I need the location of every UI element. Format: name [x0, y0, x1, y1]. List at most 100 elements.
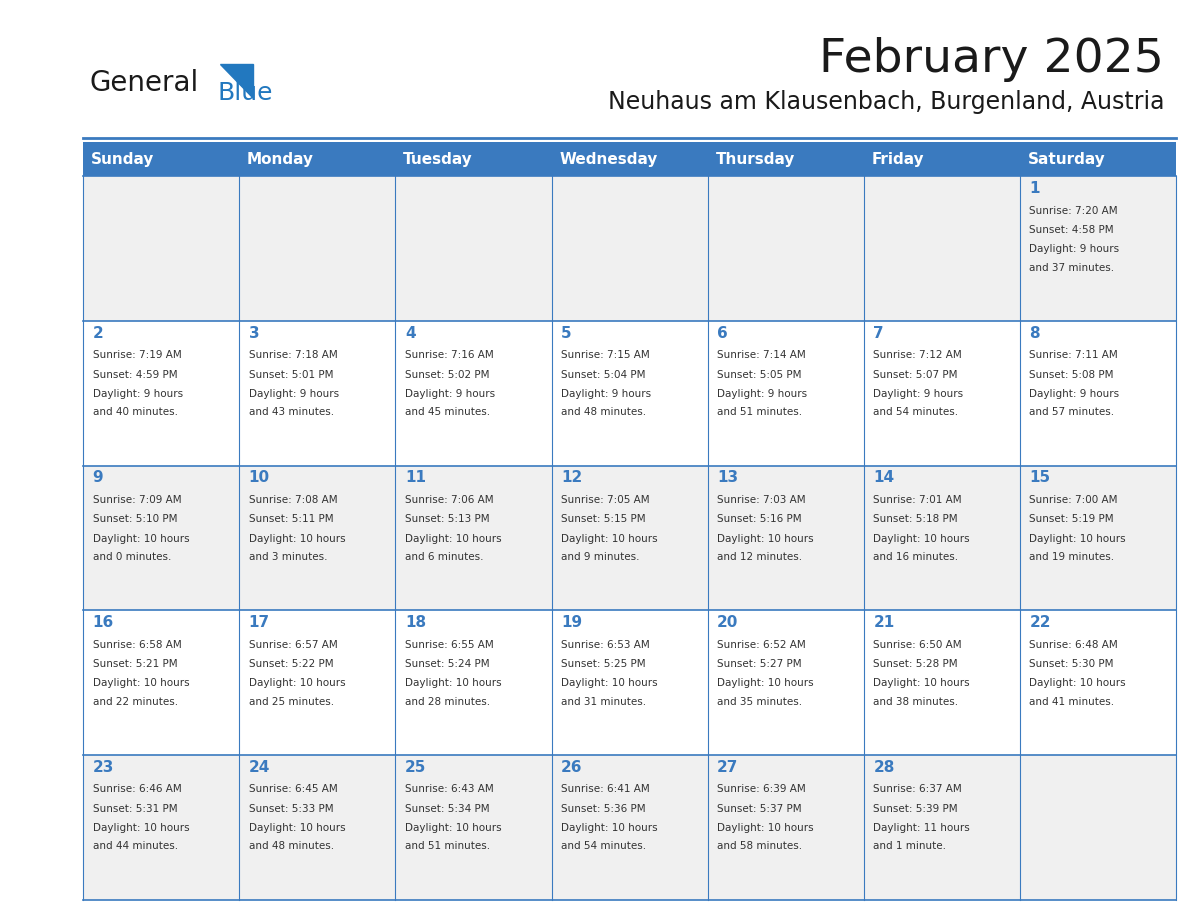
Text: General: General [89, 69, 198, 97]
Text: Sunrise: 7:14 AM: Sunrise: 7:14 AM [718, 351, 805, 360]
Text: Sunrise: 6:50 AM: Sunrise: 6:50 AM [873, 640, 962, 650]
Text: 13: 13 [718, 470, 738, 486]
FancyBboxPatch shape [864, 465, 1020, 610]
Text: Daylight: 10 hours: Daylight: 10 hours [873, 533, 969, 543]
Text: Sunrise: 7:19 AM: Sunrise: 7:19 AM [93, 351, 182, 360]
Text: 19: 19 [561, 615, 582, 630]
Text: 5: 5 [561, 326, 571, 341]
Text: Saturday: Saturday [1028, 151, 1106, 167]
Text: Sunset: 5:22 PM: Sunset: 5:22 PM [248, 659, 334, 669]
Text: Daylight: 9 hours: Daylight: 9 hours [718, 389, 808, 398]
Text: and 0 minutes.: and 0 minutes. [93, 552, 171, 562]
Text: Sunset: 5:30 PM: Sunset: 5:30 PM [1030, 659, 1114, 669]
Text: and 25 minutes.: and 25 minutes. [248, 697, 334, 707]
Text: Daylight: 9 hours: Daylight: 9 hours [1030, 244, 1119, 254]
Text: and 19 minutes.: and 19 minutes. [1030, 552, 1114, 562]
Text: 21: 21 [873, 615, 895, 630]
Text: Sunrise: 6:45 AM: Sunrise: 6:45 AM [248, 784, 337, 794]
FancyBboxPatch shape [396, 465, 551, 610]
FancyBboxPatch shape [83, 321, 239, 465]
Text: and 54 minutes.: and 54 minutes. [561, 841, 646, 851]
Text: 20: 20 [718, 615, 739, 630]
Text: 18: 18 [405, 615, 426, 630]
Text: and 9 minutes.: and 9 minutes. [561, 552, 639, 562]
Text: Sunset: 4:59 PM: Sunset: 4:59 PM [93, 370, 177, 379]
Text: Daylight: 9 hours: Daylight: 9 hours [561, 389, 651, 398]
Text: 27: 27 [718, 759, 739, 775]
Text: 11: 11 [405, 470, 426, 486]
Text: and 37 minutes.: and 37 minutes. [1030, 263, 1114, 273]
FancyBboxPatch shape [396, 142, 551, 176]
FancyBboxPatch shape [708, 610, 864, 755]
Text: Sunset: 5:07 PM: Sunset: 5:07 PM [873, 370, 958, 379]
Text: 6: 6 [718, 326, 728, 341]
Text: Daylight: 10 hours: Daylight: 10 hours [561, 678, 658, 688]
Text: Daylight: 9 hours: Daylight: 9 hours [873, 389, 963, 398]
Text: and 43 minutes.: and 43 minutes. [248, 408, 334, 417]
Text: Sunset: 5:27 PM: Sunset: 5:27 PM [718, 659, 802, 669]
Text: 23: 23 [93, 759, 114, 775]
Text: Sunrise: 6:58 AM: Sunrise: 6:58 AM [93, 640, 182, 650]
Text: Sunset: 5:36 PM: Sunset: 5:36 PM [561, 803, 646, 813]
FancyBboxPatch shape [1020, 755, 1176, 900]
FancyBboxPatch shape [551, 610, 708, 755]
Text: Sunrise: 6:46 AM: Sunrise: 6:46 AM [93, 784, 182, 794]
Text: Daylight: 9 hours: Daylight: 9 hours [93, 389, 183, 398]
FancyBboxPatch shape [708, 321, 864, 465]
Text: Sunset: 5:04 PM: Sunset: 5:04 PM [561, 370, 645, 379]
FancyBboxPatch shape [396, 176, 551, 321]
Text: Sunrise: 7:00 AM: Sunrise: 7:00 AM [1030, 495, 1118, 505]
FancyBboxPatch shape [551, 755, 708, 900]
Text: Sunset: 5:18 PM: Sunset: 5:18 PM [873, 514, 958, 524]
Text: Sunrise: 7:18 AM: Sunrise: 7:18 AM [248, 351, 337, 360]
Text: Sunrise: 7:12 AM: Sunrise: 7:12 AM [873, 351, 962, 360]
Text: Sunrise: 7:09 AM: Sunrise: 7:09 AM [93, 495, 182, 505]
Text: and 44 minutes.: and 44 minutes. [93, 841, 178, 851]
Text: 24: 24 [248, 759, 270, 775]
Text: and 48 minutes.: and 48 minutes. [561, 408, 646, 417]
Text: Sunset: 5:25 PM: Sunset: 5:25 PM [561, 659, 646, 669]
Text: Daylight: 10 hours: Daylight: 10 hours [405, 533, 501, 543]
Text: Sunrise: 6:43 AM: Sunrise: 6:43 AM [405, 784, 494, 794]
FancyBboxPatch shape [1020, 321, 1176, 465]
FancyBboxPatch shape [239, 142, 396, 176]
Text: 26: 26 [561, 759, 582, 775]
Text: 9: 9 [93, 470, 103, 486]
Text: and 22 minutes.: and 22 minutes. [93, 697, 178, 707]
Text: and 6 minutes.: and 6 minutes. [405, 552, 484, 562]
Text: Sunrise: 7:08 AM: Sunrise: 7:08 AM [248, 495, 337, 505]
Text: Sunset: 5:01 PM: Sunset: 5:01 PM [248, 370, 334, 379]
Text: and 38 minutes.: and 38 minutes. [873, 697, 959, 707]
Text: Daylight: 10 hours: Daylight: 10 hours [405, 678, 501, 688]
Text: and 28 minutes.: and 28 minutes. [405, 697, 491, 707]
Text: and 40 minutes.: and 40 minutes. [93, 408, 178, 417]
Text: Sunset: 5:28 PM: Sunset: 5:28 PM [873, 659, 958, 669]
Text: 14: 14 [873, 470, 895, 486]
FancyBboxPatch shape [864, 755, 1020, 900]
Text: Tuesday: Tuesday [403, 151, 473, 167]
FancyBboxPatch shape [239, 321, 396, 465]
Text: Sunrise: 7:01 AM: Sunrise: 7:01 AM [873, 495, 962, 505]
Text: Sunrise: 6:53 AM: Sunrise: 6:53 AM [561, 640, 650, 650]
FancyBboxPatch shape [396, 755, 551, 900]
FancyBboxPatch shape [551, 142, 708, 176]
Text: Sunday: Sunday [91, 151, 154, 167]
Text: Daylight: 10 hours: Daylight: 10 hours [248, 678, 346, 688]
FancyBboxPatch shape [1020, 142, 1176, 176]
Text: Daylight: 10 hours: Daylight: 10 hours [561, 533, 658, 543]
Text: Sunset: 5:10 PM: Sunset: 5:10 PM [93, 514, 177, 524]
Text: and 31 minutes.: and 31 minutes. [561, 697, 646, 707]
Text: and 41 minutes.: and 41 minutes. [1030, 697, 1114, 707]
Text: 28: 28 [873, 759, 895, 775]
Text: Sunset: 5:11 PM: Sunset: 5:11 PM [248, 514, 334, 524]
FancyBboxPatch shape [1020, 176, 1176, 321]
Text: and 51 minutes.: and 51 minutes. [405, 841, 491, 851]
Text: 3: 3 [248, 326, 259, 341]
FancyBboxPatch shape [551, 176, 708, 321]
Text: 15: 15 [1030, 470, 1050, 486]
Text: Thursday: Thursday [715, 151, 795, 167]
FancyBboxPatch shape [83, 755, 239, 900]
Text: Daylight: 11 hours: Daylight: 11 hours [873, 823, 971, 833]
FancyBboxPatch shape [551, 465, 708, 610]
Text: 7: 7 [873, 326, 884, 341]
